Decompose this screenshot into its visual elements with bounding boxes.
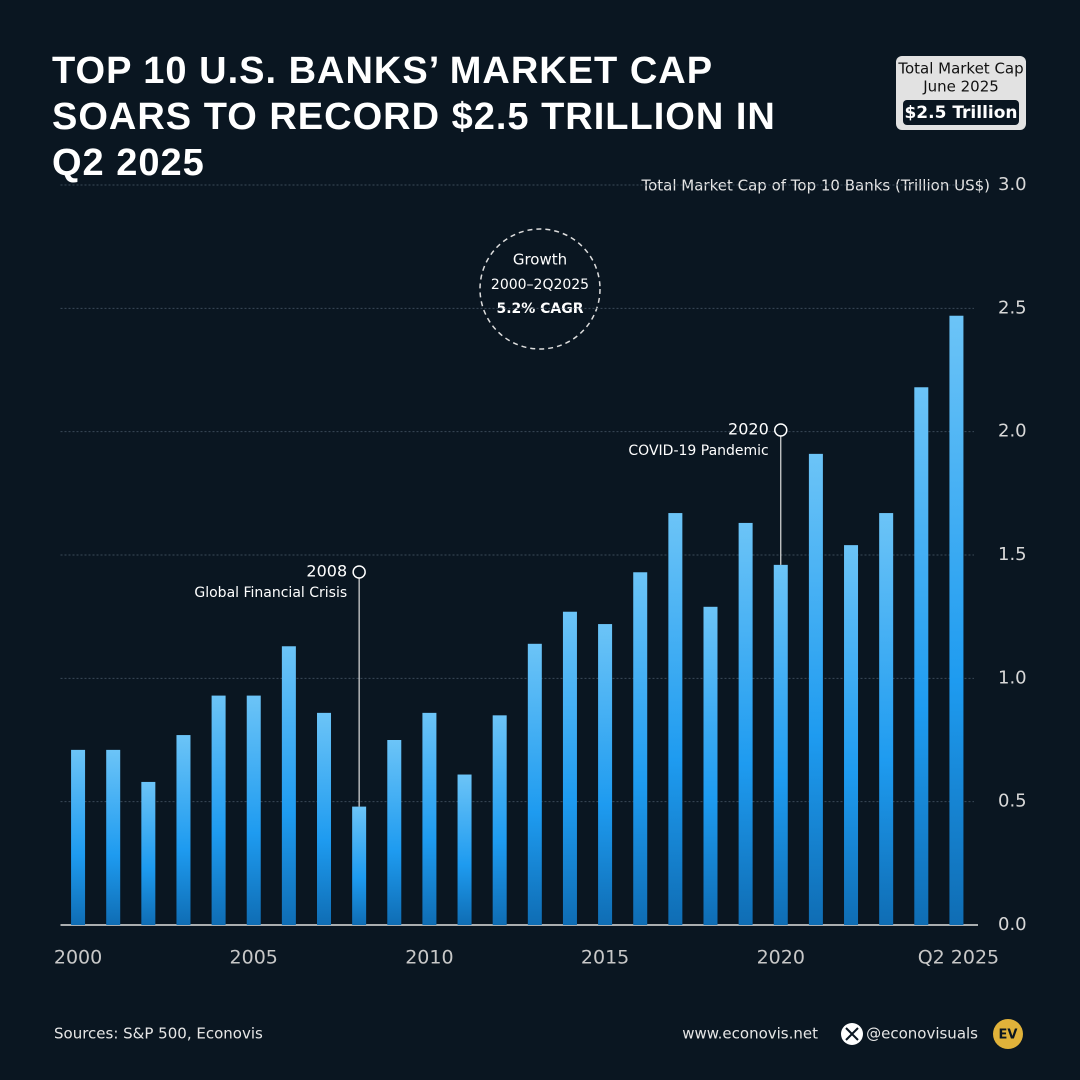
badge-line: June 2025: [922, 78, 999, 96]
x-tick-label: 2005: [230, 947, 278, 969]
annotation-dot: [352, 565, 366, 579]
bar: [808, 453, 823, 925]
growth-text: Growth: [513, 251, 567, 269]
bar: [703, 606, 718, 925]
handle: @econovisuals: [866, 1025, 978, 1043]
bar: [668, 513, 683, 925]
y-tick-label: 1.0: [998, 667, 1027, 688]
x-tick-label: 2015: [581, 947, 629, 969]
annotation-year: 2008: [306, 562, 347, 581]
bar: [281, 646, 296, 925]
bar: [176, 735, 191, 925]
logo-text: EV: [999, 1028, 1018, 1043]
annotation-text: COVID-19 Pandemic: [628, 443, 768, 459]
logo: [993, 1019, 1023, 1049]
bar: [71, 749, 86, 925]
y-tick-label: 2.0: [998, 421, 1027, 442]
bar: [527, 643, 542, 925]
bar: [949, 315, 964, 925]
bar: [317, 712, 332, 925]
growth-text: 5.2% CAGR: [496, 301, 583, 317]
bar: [562, 611, 577, 925]
bar: [773, 564, 788, 925]
badge-pill: [903, 100, 1019, 125]
x-tick-label: Q2 2025: [918, 947, 999, 969]
bar: [879, 513, 894, 925]
bar: [492, 715, 507, 925]
bar: [352, 806, 367, 925]
y-tick-label: 1.5: [998, 544, 1027, 565]
bar: [457, 774, 472, 925]
badge-line: Total Market Cap: [897, 60, 1023, 78]
bar: [738, 522, 753, 925]
y-tick-label: 0.0: [998, 914, 1027, 935]
annotation-text: Global Financial Crisis: [194, 585, 347, 601]
source: Sources: S&P 500, Econovis: [54, 1025, 263, 1043]
bar: [141, 781, 156, 925]
bar: [246, 695, 261, 925]
bar: [106, 749, 121, 925]
bar: [211, 695, 226, 925]
y-axis-label: Total Market Cap of Top 10 Banks (Trilli…: [640, 177, 990, 195]
y-tick-label: 2.5: [998, 297, 1027, 318]
bar: [422, 712, 437, 925]
chart-title: TOP 10 U.S. BANKS’ MARKET CAP SOARS TO R…: [52, 50, 776, 184]
website: www.econovis.net: [682, 1025, 818, 1043]
bar: [844, 545, 859, 925]
bar: [914, 387, 929, 925]
bar: [598, 624, 613, 925]
annotation-dot: [774, 423, 788, 437]
x-tick-label: 2000: [54, 947, 102, 969]
x-tick-label: 2020: [757, 947, 805, 969]
badge-value: $2.5 Trillion: [904, 103, 1017, 123]
bar: [387, 740, 402, 925]
y-tick-label: 0.5: [998, 791, 1027, 812]
y-tick-label: 3.0: [998, 174, 1027, 195]
x-tick-label: 2010: [405, 947, 453, 969]
annotation-year: 2020: [728, 420, 769, 439]
growth-text: 2000–2Q2025: [491, 277, 589, 293]
bar: [633, 572, 648, 925]
growth-circle: [479, 228, 601, 350]
x-icon-glyph: [845, 1027, 859, 1041]
